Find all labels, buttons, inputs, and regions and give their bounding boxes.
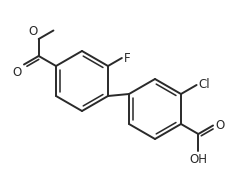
Text: F: F [124, 52, 130, 64]
Text: O: O [28, 25, 38, 38]
Text: OH: OH [189, 153, 207, 166]
Text: Cl: Cl [198, 79, 210, 92]
Text: O: O [215, 119, 224, 132]
Text: O: O [13, 66, 22, 79]
